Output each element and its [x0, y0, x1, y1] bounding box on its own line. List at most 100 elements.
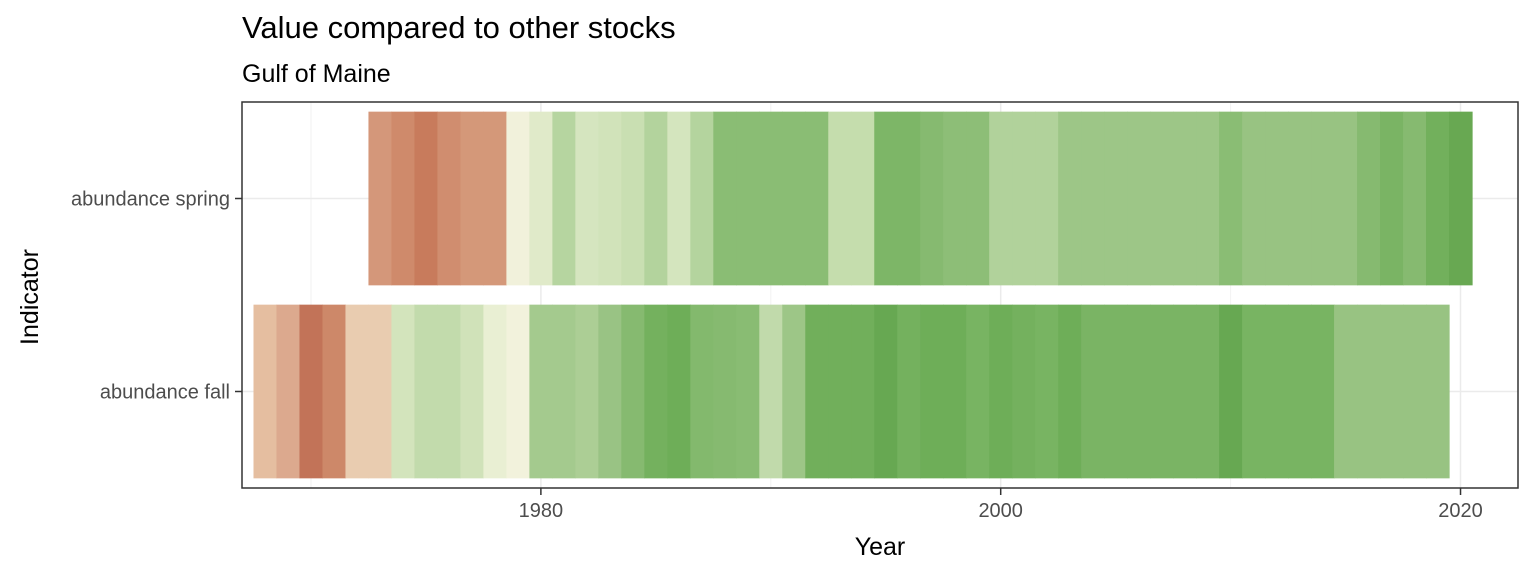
tile-abundance-fall-2005: [1104, 304, 1128, 479]
tile-abundance-fall-1977: [460, 304, 485, 479]
y-tick-label-1: abundance fall: [100, 382, 230, 404]
tile-abundance-fall-2011: [1242, 304, 1266, 479]
tile-abundance-spring-2014: [1311, 111, 1335, 286]
tile-abundance-fall-2018: [1403, 304, 1427, 479]
tile-abundance-spring-2008: [1173, 111, 1197, 286]
tile-abundance-spring-1979: [506, 111, 530, 286]
tile-abundance-fall-1991: [782, 304, 806, 479]
tile-abundance-fall-1989: [736, 304, 760, 479]
tile-abundance-fall-2003: [1058, 304, 1082, 479]
tile-abundance-fall-2009: [1196, 304, 1220, 479]
tile-abundance-fall-2016: [1357, 304, 1381, 479]
tile-abundance-fall-2010: [1219, 304, 1243, 479]
tile-abundance-spring-2000: [989, 111, 1013, 286]
tile-abundance-fall-1980: [529, 304, 553, 479]
y-tick-label-0: abundance spring: [71, 189, 230, 211]
tile-abundance-spring-1974: [391, 111, 416, 286]
y-axis-title: Indicator: [16, 249, 44, 345]
axes: abundance spring abundance fall 1980 2000 20…: [71, 189, 1483, 523]
tile-abundance-spring-2016: [1357, 111, 1381, 286]
tile-abundance-spring-2005: [1104, 111, 1128, 286]
tile-abundance-fall-1988: [713, 304, 737, 479]
tile-abundance-fall-1994: [851, 304, 875, 479]
x-tick-label-2000: 2000: [978, 500, 1023, 522]
tile-abundance-fall-1997: [920, 304, 944, 479]
tile-abundance-fall-2012: [1265, 304, 1289, 479]
tile-abundance-spring-1993: [828, 111, 852, 286]
tile-abundance-spring-1994: [851, 111, 875, 286]
tile-abundance-spring-1991: [782, 111, 806, 286]
tile-abundance-fall-1992: [805, 304, 829, 479]
tile-abundance-fall-1983: [598, 304, 622, 479]
tile-abundance-fall-1996: [897, 304, 921, 479]
tile-abundance-fall-2015: [1334, 304, 1358, 479]
tile-abundance-spring-2015: [1334, 111, 1358, 286]
tile-abundance-spring-1987: [690, 111, 714, 286]
tile-abundance-spring-1997: [920, 111, 944, 286]
tile-abundance-fall-2000: [989, 304, 1013, 479]
tile-abundance-spring-2020: [1449, 111, 1473, 286]
tile-abundance-spring-2017: [1380, 111, 1404, 286]
tile-abundance-fall-1995: [874, 304, 898, 479]
tile-abundance-spring-1990: [759, 111, 783, 286]
chart-title: Value compared to other stocks: [242, 10, 676, 45]
tile-abundance-spring-2004: [1081, 111, 1105, 286]
tile-abundance-fall-1970: [299, 304, 324, 479]
panel-border: [241, 101, 1519, 489]
tile-abundance-fall-1971: [322, 304, 347, 479]
tile-abundance-fall-2008: [1173, 304, 1197, 479]
tile-abundance-spring-2007: [1150, 111, 1174, 286]
tile-abundance-fall-2006: [1127, 304, 1151, 479]
tile-abundance-spring-1981: [552, 111, 576, 286]
tile-abundance-fall-1998: [943, 304, 967, 479]
tile-abundance-fall-1982: [575, 304, 599, 479]
tile-abundance-spring-1982: [575, 111, 599, 286]
tile-abundance-fall-1974: [391, 304, 416, 479]
tile-abundance-spring-1983: [598, 111, 622, 286]
x-tick-label-1980: 1980: [519, 500, 564, 522]
tile-abundance-spring-2011: [1242, 111, 1266, 286]
tile-abundance-spring-1978: [483, 111, 507, 286]
tile-abundance-spring-2009: [1196, 111, 1220, 286]
tile-abundance-spring-2019: [1426, 111, 1450, 286]
tile-abundance-spring-2006: [1127, 111, 1151, 286]
tile-abundance-fall-2001: [1012, 304, 1036, 479]
tile-abundance-fall-1981: [552, 304, 576, 479]
tile-abundance-spring-1976: [437, 111, 462, 286]
heatmap-tiles: [253, 111, 1473, 479]
tile-abundance-spring-1973: [368, 111, 393, 286]
tile-abundance-fall-1986: [667, 304, 691, 479]
tile-abundance-spring-2018: [1403, 111, 1427, 286]
tile-abundance-fall-1975: [414, 304, 439, 479]
tile-abundance-fall-2004: [1081, 304, 1105, 479]
tile-abundance-fall-2014: [1311, 304, 1335, 479]
tile-abundance-spring-1988: [713, 111, 737, 286]
tile-abundance-fall-2002: [1035, 304, 1059, 479]
tile-abundance-fall-1973: [368, 304, 393, 479]
chart-subtitle: Gulf of Maine: [242, 60, 391, 88]
tile-abundance-spring-1996: [897, 111, 921, 286]
tile-abundance-fall-2007: [1150, 304, 1174, 479]
tile-abundance-fall-1968: [253, 304, 278, 479]
tile-abundance-fall-1999: [966, 304, 990, 479]
tile-abundance-spring-1977: [460, 111, 485, 286]
tile-abundance-spring-1999: [966, 111, 990, 286]
tile-abundance-spring-1980: [529, 111, 553, 286]
tile-abundance-fall-1984: [621, 304, 645, 479]
tile-abundance-fall-1993: [828, 304, 852, 479]
tile-abundance-fall-1990: [759, 304, 783, 479]
tile-abundance-spring-1989: [736, 111, 760, 286]
tile-abundance-spring-1985: [644, 111, 668, 286]
tile-abundance-spring-2013: [1288, 111, 1312, 286]
tile-abundance-spring-2012: [1265, 111, 1289, 286]
tile-abundance-spring-1998: [943, 111, 967, 286]
tile-abundance-fall-2017: [1380, 304, 1404, 479]
tile-abundance-fall-1972: [345, 304, 370, 479]
tile-abundance-spring-2010: [1219, 111, 1243, 286]
tile-abundance-spring-2002: [1035, 111, 1059, 286]
x-tick-label-2020: 2020: [1438, 500, 1483, 522]
tile-abundance-fall-1987: [690, 304, 714, 479]
tile-abundance-fall-1969: [276, 304, 301, 479]
tile-abundance-spring-2001: [1012, 111, 1036, 286]
